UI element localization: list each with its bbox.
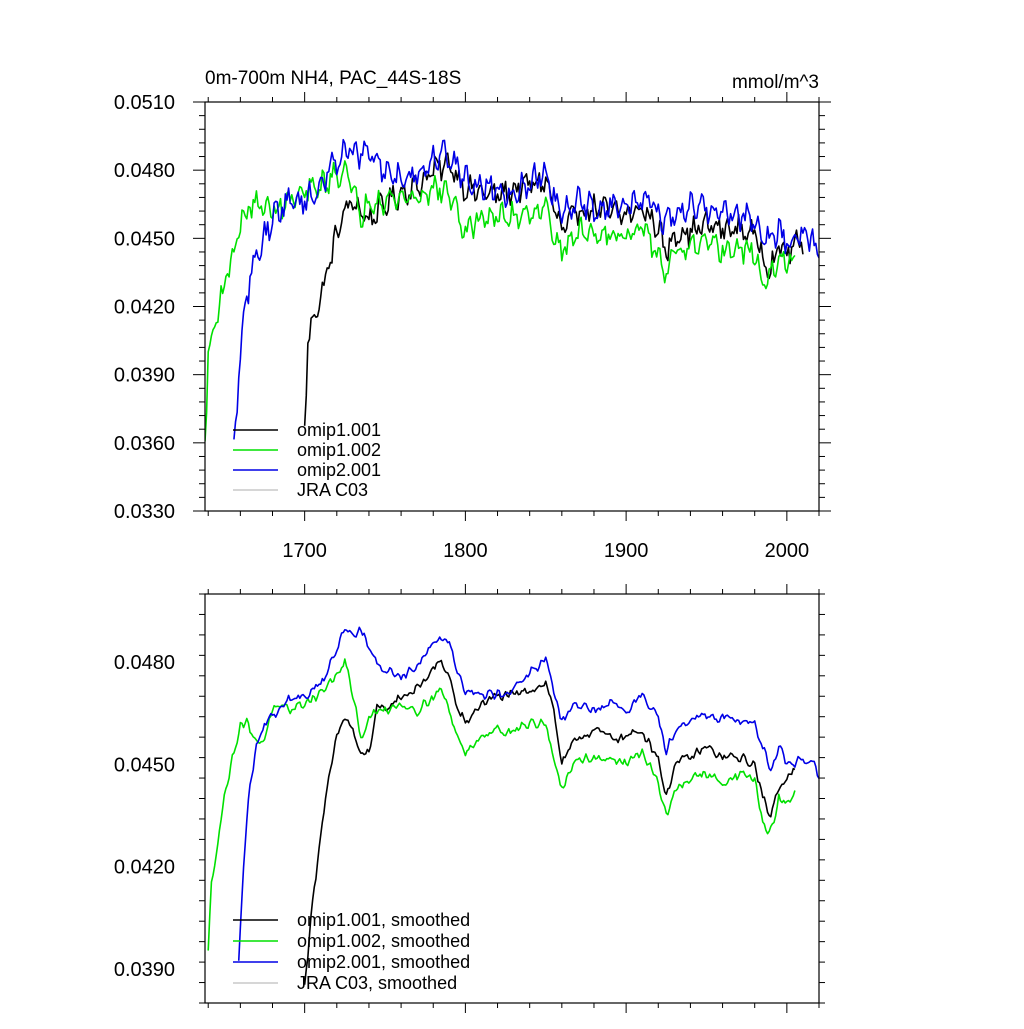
y-tick-label: 0.0510: [114, 92, 175, 114]
y-tick-label: 0.0330: [114, 501, 175, 523]
series-line-omip1-002-smoothed: [207, 658, 796, 951]
series-line-omip1-002: [205, 160, 796, 442]
series-line-omip1-001: [303, 152, 804, 426]
y-tick-label: 0.0450: [114, 754, 175, 776]
bottom-panel: 0.0390 0.0420 0.0450 0.0480 omip1.001, smoot…: [114, 584, 825, 1013]
series-line-omip2-001: [233, 138, 819, 440]
legend-label: JRA C03, smoothed: [297, 973, 457, 993]
y-tick-label: 0.0420: [114, 297, 175, 319]
y-tick-label: 0.0390: [114, 959, 175, 981]
legend-label: omip1.002: [297, 440, 381, 460]
y-tick-label: 0.0390: [114, 365, 175, 387]
units-label: mmol/m^3: [732, 72, 819, 93]
series-line-omip2-001-smoothed: [237, 626, 819, 961]
legend-label: omip2.001, smoothed: [297, 952, 470, 972]
legend-label: omip1.001: [297, 420, 381, 440]
chart-title: 0m-700m NH4, PAC_44S-18S: [205, 68, 461, 89]
x-tick-label: 1800: [443, 540, 488, 562]
x-tick-label: 2000: [765, 540, 810, 562]
series-lines: [207, 626, 819, 985]
y-tick-label: 0.0450: [114, 228, 175, 250]
y-tick-label: 0.0360: [114, 433, 175, 455]
x-tick-label: 1900: [604, 540, 649, 562]
top-panel: 1700 1800 1900 2000 0.0330 0.0360 0.0390 0.0420…: [114, 68, 831, 562]
legend-label: JRA C03: [297, 480, 368, 500]
series-lines: [205, 138, 819, 442]
y-tick-label: 0.0480: [114, 160, 175, 182]
y-tick-label: 0.0420: [114, 857, 175, 879]
legend-label: omip1.001, smoothed: [297, 910, 470, 930]
x-tick-label: 1700: [282, 540, 327, 562]
legend-label: omip2.001: [297, 460, 381, 480]
legend-label: omip1.002, smoothed: [297, 931, 470, 951]
y-tick-label: 0.0480: [114, 652, 175, 674]
